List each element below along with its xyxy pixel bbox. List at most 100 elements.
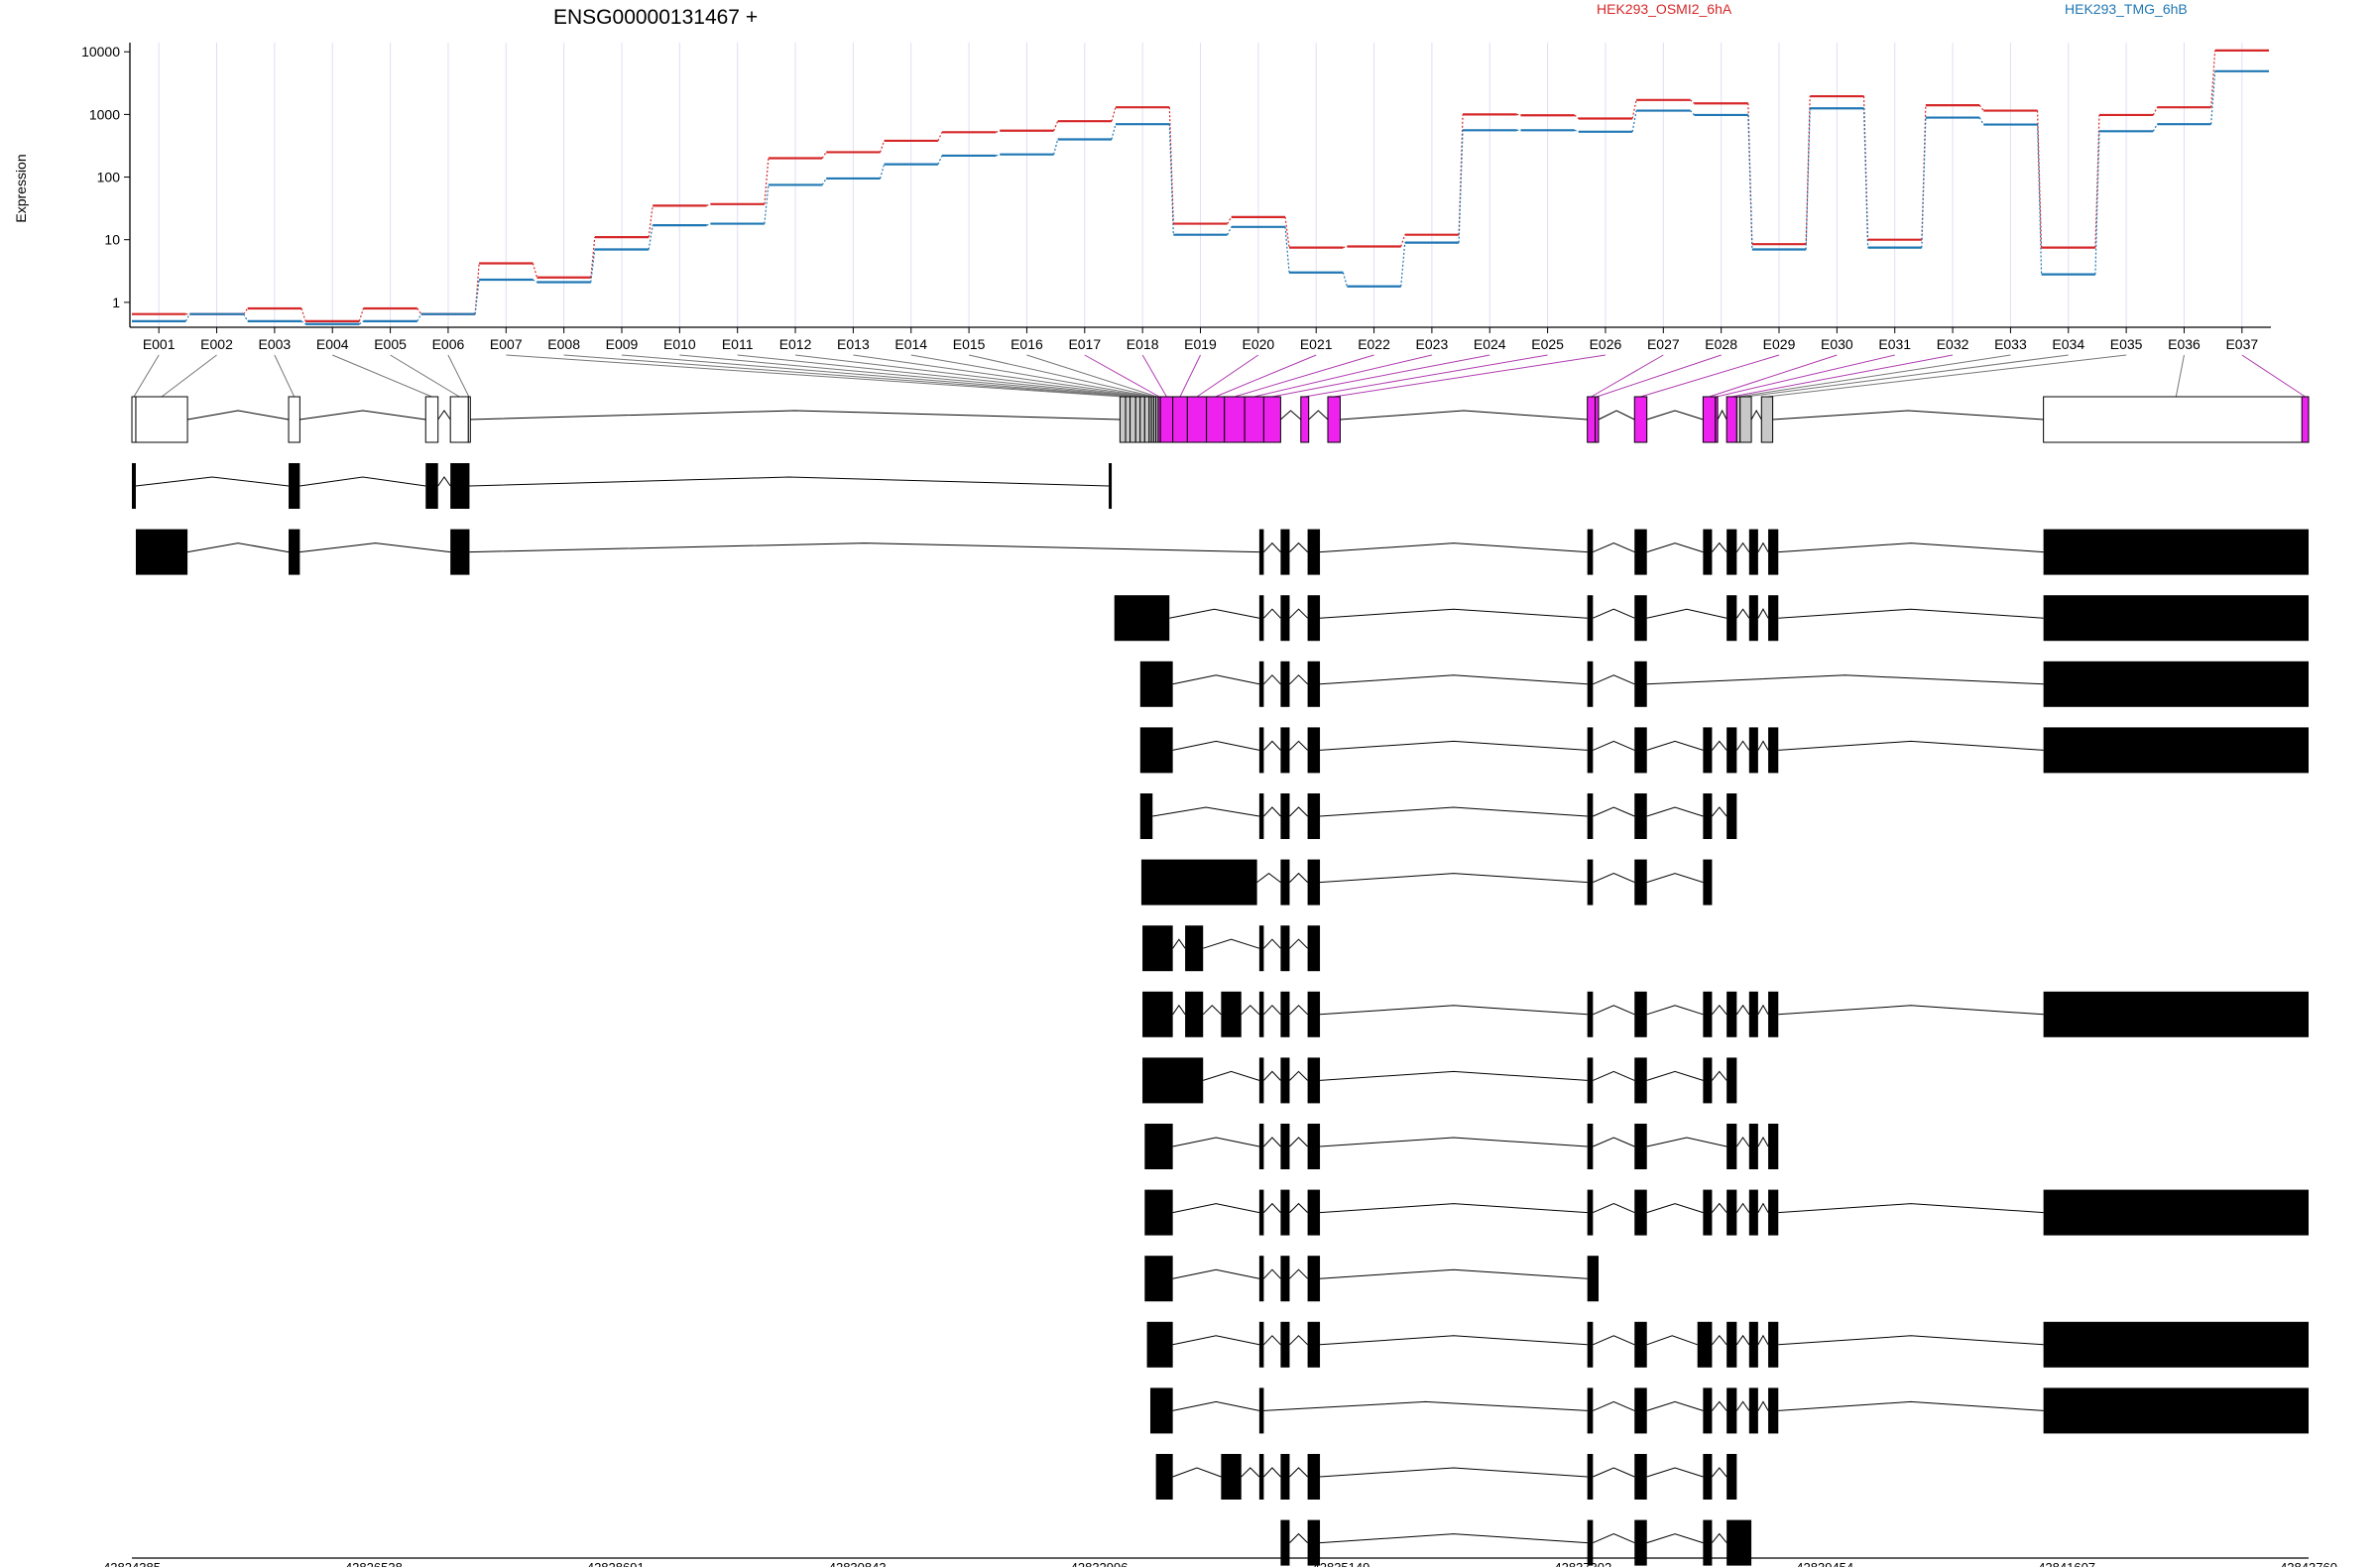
intron-line [1172, 1467, 1222, 1478]
intron-line [1778, 1400, 2044, 1411]
series-step [300, 320, 306, 325]
transcript-exon [1307, 1057, 1321, 1104]
exon-connector [274, 354, 296, 398]
transcript-exon [1280, 1124, 1290, 1169]
series-step [1227, 226, 1233, 235]
genomic-tick-label: 42828691 [587, 1560, 645, 1567]
intron-line [1593, 674, 1635, 685]
series-step [2152, 106, 2158, 116]
exon-bin-box [1159, 396, 1174, 443]
intron-line [1778, 608, 2044, 619]
intron-line [1712, 1202, 1727, 1213]
intron-line [1646, 608, 1727, 619]
exon-bin-box [1726, 396, 1737, 443]
intron-line [1735, 1202, 1750, 1213]
intron-line [1593, 1070, 1635, 1081]
x-tick-label: E026 [1590, 336, 1622, 352]
transcript-exon [425, 463, 438, 509]
x-tick-label: E016 [1011, 336, 1043, 352]
exon-connector [853, 354, 1151, 398]
x-tick-label: E004 [316, 336, 349, 352]
x-tick-label: E013 [837, 336, 870, 352]
series-step [706, 223, 711, 226]
x-tick-label: E037 [2225, 336, 2258, 352]
intron-line [1778, 1005, 2044, 1016]
x-tick-label: E011 [722, 336, 754, 352]
transcript-exon [1307, 1124, 1321, 1169]
transcript-exon [1258, 925, 1264, 972]
transcript-exon [1768, 1124, 1779, 1169]
intron-line [1712, 1005, 1727, 1016]
intron-line [1646, 1203, 1704, 1214]
intron-line [1712, 1400, 1727, 1411]
x-tick-label: E035 [2110, 336, 2143, 352]
x-tick-label: E020 [1242, 336, 1274, 352]
exon-bin-box [449, 396, 469, 443]
transcript-exon [1307, 1519, 1321, 1566]
intron-line [469, 476, 1110, 487]
intron-line [1263, 608, 1281, 619]
series-step [937, 155, 943, 165]
transcript-exon [1587, 1321, 1594, 1368]
genomic-tick-label: 42839454 [1796, 1560, 1853, 1567]
legend-series-b: HEK293_TMG_6hB [2065, 1, 2188, 17]
exon-bin-box [1739, 396, 1752, 443]
transcript-exon [135, 529, 188, 575]
exon-bin-box [1139, 396, 1145, 443]
intron-line [1320, 542, 1588, 553]
transcript-exon [1155, 1454, 1173, 1500]
transcript-exon [2043, 1189, 2309, 1236]
exon-connector [910, 354, 1153, 398]
series-step [648, 225, 654, 250]
series-step [474, 279, 480, 314]
intron-line [1308, 410, 1329, 421]
transcript-exon [1634, 529, 1647, 575]
transcript-exon [1258, 1256, 1264, 1302]
transcript-exon [1587, 793, 1594, 839]
intron-line [1263, 1202, 1281, 1213]
intron-line [1735, 1400, 1750, 1411]
x-tick-label: E031 [1878, 336, 1911, 352]
transcript-exon [1634, 1454, 1647, 1500]
intron-line [1172, 938, 1186, 949]
intron-line [1263, 740, 1281, 751]
transcript-exon [1587, 1189, 1594, 1236]
series-step [1862, 108, 1869, 248]
intron-line [1202, 1005, 1222, 1016]
intron-line [1593, 1400, 1635, 1411]
intron-line [1289, 674, 1308, 685]
transcript-exon [289, 463, 300, 509]
intron-line [1289, 1268, 1308, 1279]
x-tick-label: E002 [200, 336, 233, 352]
transcript-exon [1703, 1057, 1713, 1104]
exon-connector [1253, 354, 1433, 398]
series-step [532, 263, 538, 278]
transcript-exon [1587, 595, 1594, 642]
y-tick-label: 10 [104, 232, 120, 248]
exon-bin-box [1224, 396, 1246, 443]
transcript-exon [450, 463, 470, 509]
intron-line [1646, 1467, 1704, 1478]
intron-line [299, 542, 451, 553]
intron-line [1320, 740, 1588, 751]
transcript-exon [1185, 991, 1204, 1037]
legend-series-a: HEK293_OSMI2_6hA [1597, 1, 1732, 17]
intron-line [1646, 1400, 1704, 1411]
intron-line [1289, 1467, 1308, 1478]
intron-line [1712, 1070, 1727, 1081]
transcript-exon [1587, 727, 1594, 774]
series-step [764, 184, 770, 224]
intron-line [1340, 410, 1588, 421]
intron-line [1593, 1203, 1635, 1214]
series-step [1690, 110, 1695, 116]
transcript-exon [1280, 661, 1290, 707]
x-tick-label: E024 [1474, 336, 1506, 352]
series-step [1690, 99, 1695, 104]
exon-bin-box [1206, 396, 1226, 443]
exon-bin-box [467, 396, 471, 443]
intron-line [1757, 1202, 1769, 1213]
exon-connector [737, 354, 1143, 398]
x-tick-label: E014 [894, 336, 927, 352]
transcript-exon [1726, 595, 1737, 642]
